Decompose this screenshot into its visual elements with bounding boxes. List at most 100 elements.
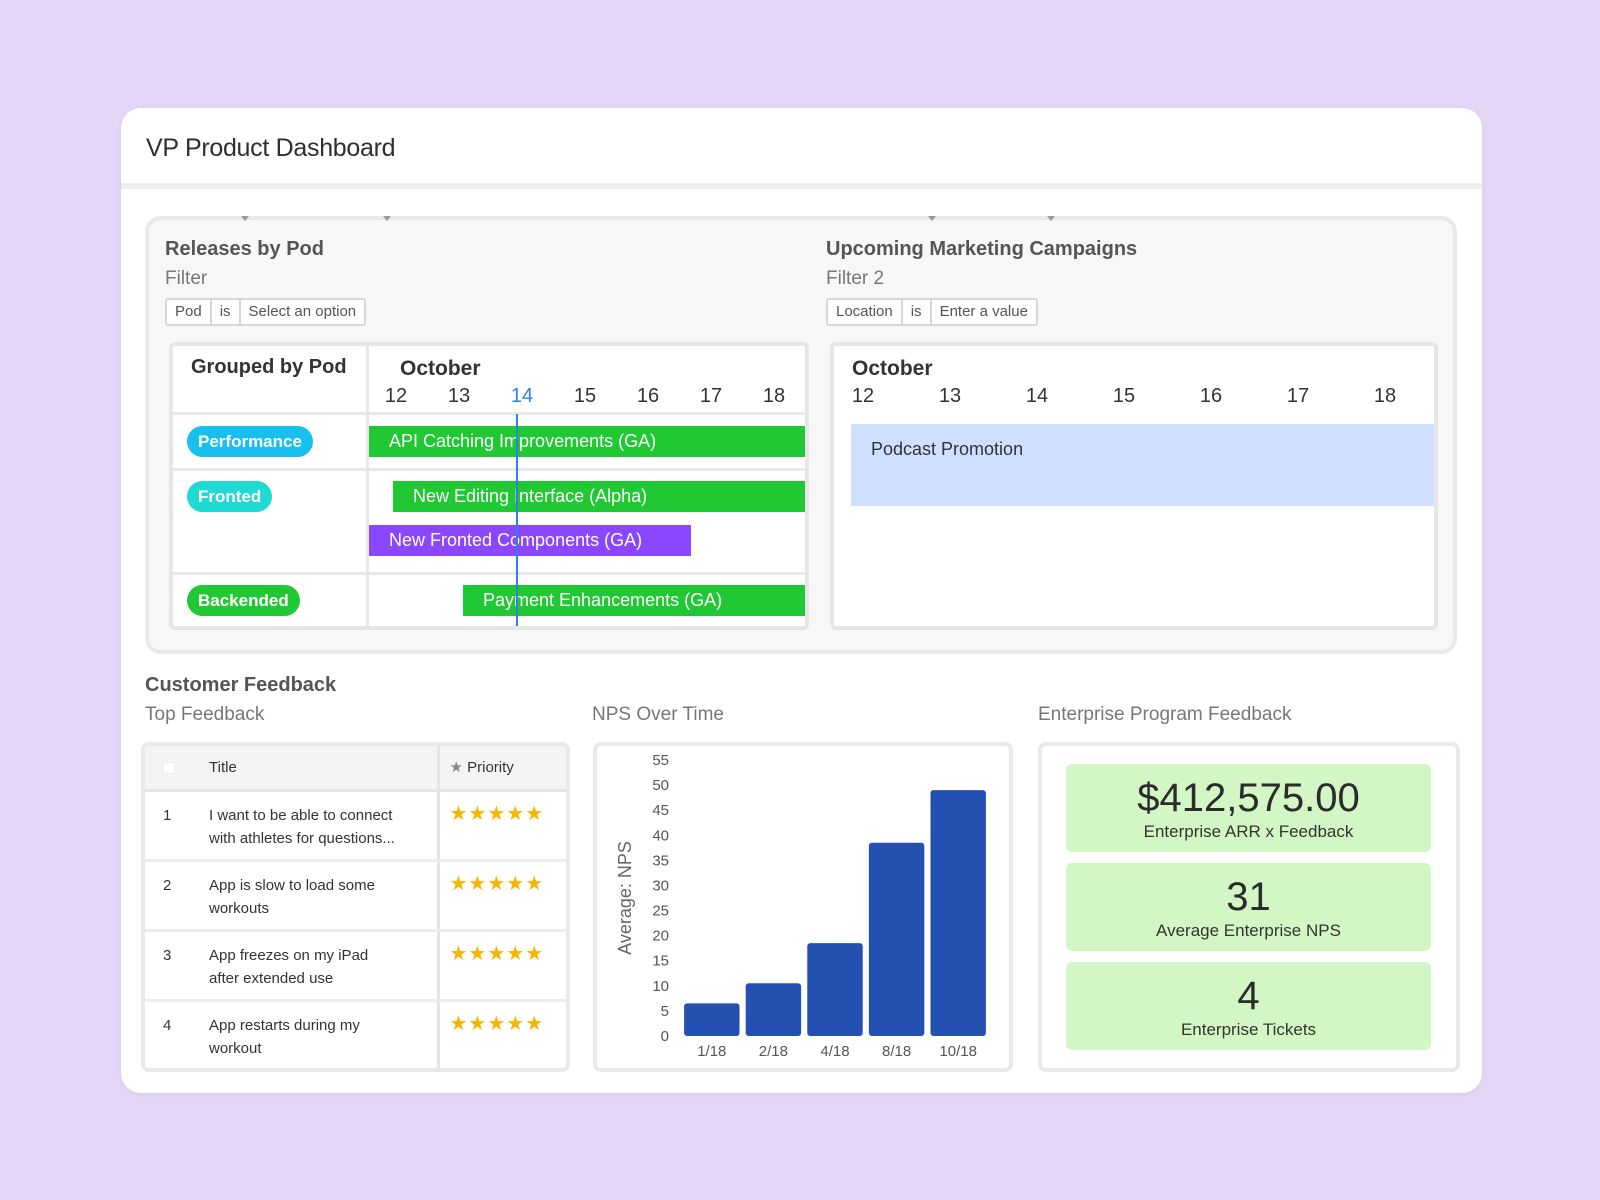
filter-operator[interactable]: is: [903, 300, 932, 324]
x-tick-label: 2/18: [759, 1043, 788, 1060]
enterprise-box: $412,575.00 Enterprise ARR x Feedback 31…: [1038, 742, 1460, 1072]
row-number: 1: [145, 790, 209, 862]
y-tick-label: 25: [652, 903, 669, 920]
day-label: 12: [384, 385, 408, 407]
table-row[interactable]: 3 App freezes on my iPad after extended u…: [145, 930, 566, 1002]
filter-operator[interactable]: is: [212, 300, 241, 324]
caret-icon: [1047, 216, 1055, 221]
group-header: Grouped by Pod: [191, 356, 347, 378]
day-label: 16: [636, 385, 660, 407]
star-icon: ★: [449, 759, 463, 777]
row-number: 4: [163, 1016, 172, 1034]
metric-value: $412,575.00: [1137, 776, 1360, 820]
feedback-title-line: App is slow to load some: [209, 876, 375, 894]
release-bar[interactable]: New Fronted Components (GA): [369, 525, 691, 556]
y-tick-label: 55: [652, 752, 669, 769]
filter-field[interactable]: Location: [828, 300, 903, 324]
top-feedback-table: Title ★ Priority 1 I want to be able to …: [141, 742, 570, 1072]
y-tick-label: 0: [661, 1028, 669, 1045]
column-header-priority[interactable]: ★ Priority: [438, 746, 566, 792]
day-label: 17: [1286, 385, 1310, 407]
enterprise-title: Enterprise Program Feedback: [1038, 704, 1292, 725]
metric-label: Average Enterprise NPS: [1156, 921, 1341, 940]
release-bar[interactable]: API Catching Improvements (GA): [369, 426, 805, 457]
top-feedback-title: Top Feedback: [145, 704, 265, 725]
table-row[interactable]: 2 App is slow to load some workouts ★★★★★: [145, 860, 566, 932]
pod-fronted[interactable]: Fronted: [187, 481, 273, 512]
table-row[interactable]: 1 I want to be able to connect with athle…: [145, 790, 566, 862]
y-tick-label: 20: [652, 928, 669, 945]
nps-bar[interactable]: [745, 983, 802, 1036]
divider: [173, 412, 805, 415]
pod-performance[interactable]: Performance: [187, 426, 313, 457]
nps-bar[interactable]: [868, 842, 925, 1036]
y-tick-label: 10: [652, 978, 669, 995]
y-tick-label: 45: [652, 802, 669, 819]
day-label: 18: [762, 385, 786, 407]
y-axis-label: Average: NPS: [615, 841, 635, 955]
priority-header-label: Priority: [467, 759, 514, 777]
table-row[interactable]: 4 App restarts during my workout ★★★★★: [145, 1000, 566, 1068]
filter-value[interactable]: Enter a value: [939, 303, 1028, 320]
priority-stars[interactable]: ★★★★★: [449, 1012, 545, 1035]
metric-card: 31 Average Enterprise NPS: [1066, 863, 1431, 951]
caret-icon: [928, 216, 936, 221]
x-tick-label: 4/18: [820, 1043, 849, 1060]
nps-bar[interactable]: [684, 1003, 740, 1036]
timeline-month: October: [400, 357, 481, 380]
feedback-title-line: with athletes for questions...: [209, 829, 395, 847]
page-title: VP Product Dashboard: [146, 134, 396, 162]
column-header-title[interactable]: Title: [209, 746, 440, 792]
day-label: 14: [1025, 385, 1049, 407]
feedback-title-line: I want to be able to connect: [209, 806, 393, 824]
row-number: 3: [145, 930, 209, 1002]
nps-bar-chart: 0 5 10 15 20 25 30 35 40 45 50 55 Average: NPS 1/18 2/…: [615, 752, 986, 1060]
day-label: 16: [1199, 385, 1223, 407]
x-tick-label: 8/18: [882, 1043, 911, 1060]
select-all-checkbox[interactable]: [163, 761, 175, 774]
table-header-row: Title ★ Priority: [145, 746, 566, 792]
priority-stars[interactable]: ★★★★★: [449, 872, 545, 895]
filter-value[interactable]: Select an option: [248, 303, 357, 320]
campaign-bar[interactable]: Podcast Promotion: [851, 424, 1434, 506]
filter-field[interactable]: Pod: [167, 300, 212, 324]
metric-label: Enterprise Tickets: [1180, 1020, 1317, 1039]
feedback-title-line: workout: [209, 1039, 262, 1057]
top-panel: Releases by Pod Filter Pod is Select an …: [145, 216, 1457, 654]
day-label: 15: [1112, 385, 1136, 407]
nps-title: NPS Over Time: [592, 704, 724, 725]
day-label: 13: [447, 385, 471, 407]
feedback-title: App freezes on my iPad after extended use: [209, 930, 440, 1002]
marketing-title: Upcoming Marketing Campaigns: [826, 238, 1138, 260]
dashboard-card: VP Product Dashboard Releases by Pod Fil…: [121, 108, 1482, 1093]
releases-filter[interactable]: Pod is Select an option: [165, 298, 367, 326]
release-bar[interactable]: New Editing Interface (Alpha): [393, 481, 805, 512]
dashboard-header: VP Product Dashboard: [121, 108, 1482, 189]
feedback-title-line: App freezes on my iPad: [209, 946, 369, 964]
y-tick-label: 40: [652, 827, 669, 844]
divider: [173, 468, 805, 471]
day-label: 15: [573, 385, 597, 407]
nps-bar[interactable]: [930, 790, 986, 1036]
metric-value: 4: [1237, 974, 1260, 1018]
y-tick-label: 5: [661, 1003, 669, 1020]
timeline-month: October: [852, 357, 933, 380]
feedback-title-line: App restarts during my: [209, 1016, 360, 1034]
marketing-filter-label: Filter 2: [826, 268, 885, 289]
priority-stars[interactable]: ★★★★★: [449, 942, 545, 965]
divider: [366, 346, 369, 626]
feedback-section-title: Customer Feedback: [145, 674, 337, 696]
release-bar[interactable]: Payment Enhancements (GA): [463, 585, 805, 616]
priority-stars[interactable]: ★★★★★: [449, 802, 545, 825]
releases-filter-label: Filter: [165, 268, 208, 289]
y-tick-label: 35: [652, 852, 669, 869]
day-label: 12: [851, 385, 875, 407]
pod-backended[interactable]: Backended: [187, 585, 300, 616]
day-label: 17: [699, 385, 723, 407]
marketing-filter[interactable]: Location is Enter a value: [826, 298, 1038, 326]
nps-chart-box: 0 5 10 15 20 25 30 35 40 45 50 55 Average: NPS 1/18 2/…: [593, 742, 1013, 1072]
day-label: 13: [938, 385, 962, 407]
nps-bar[interactable]: [807, 943, 863, 1036]
feedback-title-line: after extended use: [209, 969, 334, 987]
day-label: 18: [1373, 385, 1397, 407]
